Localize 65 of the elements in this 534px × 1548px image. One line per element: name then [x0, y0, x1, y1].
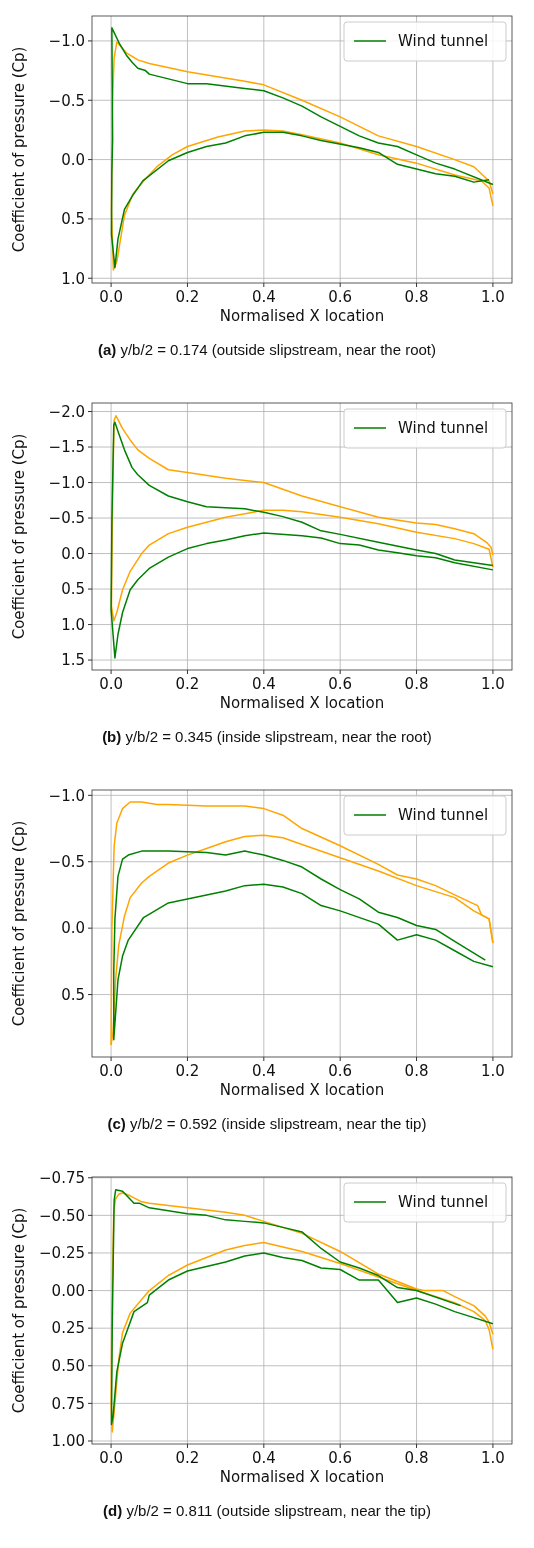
y-tick-label: 0.5: [61, 210, 85, 229]
y-tick-label: 0.25: [51, 1319, 85, 1338]
y-tick-label: −0.25: [39, 1244, 85, 1263]
y-tick-label: 0.75: [51, 1394, 85, 1413]
x-tick-label: 0.6: [328, 1062, 353, 1080]
y-tick-label: 0.0: [61, 919, 85, 938]
y-tick-label: −2.0: [48, 402, 85, 421]
x-tick-label: 0.6: [328, 675, 353, 693]
y-tick-label: −0.50: [39, 1206, 85, 1225]
y-tick-label: −1.0: [48, 32, 85, 51]
y-tick-label: 0.50: [51, 1357, 85, 1376]
x-axis-title: Normalised X location: [219, 307, 385, 325]
x-tick-label: 0.4: [251, 675, 276, 693]
x-tick-label: 0.4: [251, 1449, 276, 1467]
x-tick-label: 0.2: [175, 675, 200, 693]
x-tick-label: 0.0: [99, 675, 124, 693]
x-tick-label: 0.2: [175, 1449, 200, 1467]
x-tick-label: 0.6: [328, 288, 353, 306]
y-tick-label: −1.0: [48, 786, 85, 805]
y-tick-label: 1.5: [61, 651, 85, 670]
x-tick-label: 1.0: [480, 1449, 505, 1467]
y-axis-title: Coefficient of pressure (Cp): [10, 433, 28, 640]
x-tick-label: 0.8: [404, 288, 429, 306]
legend-label: Wind tunnel: [398, 32, 489, 51]
text: (c) y/b/2 = 0.592 (inside slipstream, near the tip): [107, 1115, 427, 1132]
y-tick-label: 0.0: [61, 150, 85, 169]
x-axis-title: Normalised X location: [219, 1081, 385, 1099]
y-tick-label: 1.0: [61, 615, 85, 634]
y-tick-label: 0.5: [61, 985, 85, 1004]
x-tick-label: 0.2: [175, 288, 200, 306]
y-tick-label: −0.75: [39, 1169, 85, 1187]
text: (b) y/b/2 = 0.345 (inside slipstream, near the root): [102, 728, 432, 745]
text: (a) y/b/2 = 0.174 (outside slipstream, near the root): [97, 341, 437, 358]
y-tick-label: 1.00: [51, 1432, 85, 1451]
x-tick-label: 0.4: [251, 1062, 276, 1080]
y-tick-label: −0.5: [48, 509, 85, 528]
x-tick-label: 1.0: [480, 675, 505, 693]
x-tick-label: 0.8: [404, 1449, 429, 1467]
x-tick-label: 0.8: [404, 675, 429, 693]
x-axis-title: Normalised X location: [219, 1468, 385, 1486]
y-tick-label: 1.0: [61, 269, 85, 288]
text: (d) y/b/2 = 0.811 (outside slipstream, near the tip): [103, 1502, 431, 1519]
legend-label: Wind tunnel: [398, 1193, 489, 1212]
y-tick-label: −0.5: [48, 852, 85, 871]
y-axis-title: Coefficient of pressure (Cp): [10, 1207, 28, 1414]
y-tick-label: −1.5: [48, 438, 85, 457]
x-tick-label: 0.4: [251, 288, 276, 306]
y-axis-title: Coefficient of pressure (Cp): [10, 820, 28, 1027]
x-tick-label: 1.0: [480, 1062, 505, 1080]
x-tick-label: 0.6: [328, 1449, 353, 1467]
legend-label: Wind tunnel: [398, 419, 489, 438]
legend-label: Wind tunnel: [398, 806, 489, 825]
x-axis-title: Normalised X location: [219, 694, 385, 712]
x-tick-label: 0.0: [99, 1062, 124, 1080]
y-tick-label: −0.5: [48, 91, 85, 110]
x-tick-label: 0.0: [99, 288, 124, 306]
y-tick-label: 0.5: [61, 580, 85, 599]
y-tick-label: −1.0: [48, 473, 85, 492]
x-tick-label: 0.0: [99, 1449, 124, 1467]
y-tick-label: 0.0: [61, 544, 85, 563]
x-tick-label: 0.8: [404, 1062, 429, 1080]
y-axis-title: Coefficient of pressure (Cp): [10, 46, 28, 253]
x-tick-label: 1.0: [480, 288, 505, 306]
x-tick-label: 0.2: [175, 1062, 200, 1080]
y-tick-label: 0.00: [51, 1281, 85, 1300]
